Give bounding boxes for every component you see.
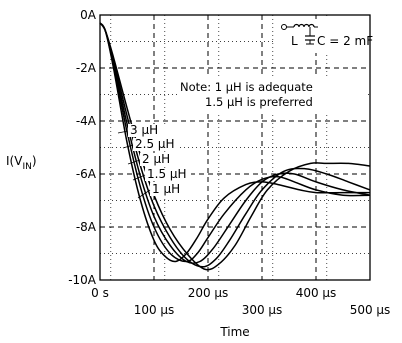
- y-tick-label: -2A: [76, 61, 97, 75]
- series-line: [99, 22, 371, 265]
- y-tick-label: -4A: [76, 114, 97, 128]
- series-group: [99, 22, 371, 271]
- x-tick-label: 100 μs: [134, 303, 175, 317]
- series-label: 1.5 μH: [147, 167, 187, 181]
- series-leader-line: [132, 174, 146, 181]
- x-tick-label: 300 μs: [242, 303, 283, 317]
- series-leader-line: [122, 144, 134, 149]
- series-leader-line: [137, 189, 151, 199]
- note-background: [178, 78, 368, 112]
- series-label-bg: [140, 153, 186, 166]
- note-line-1: Note: 1 μH is adequate: [180, 80, 313, 94]
- x-tick-label: 400 μs: [296, 286, 337, 300]
- inset-background: [274, 19, 369, 53]
- series-label: 2.5 μH: [135, 137, 175, 151]
- y-axis-title: I(VIN): [6, 154, 37, 172]
- x-tick-label: 0 s: [91, 286, 109, 300]
- y-tick-label: 0A: [80, 8, 97, 22]
- series-label-bg: [150, 183, 196, 196]
- x-tick-label: 500 μs: [350, 303, 391, 317]
- series-line: [99, 22, 370, 263]
- y-axis-title-main: I(V: [6, 154, 23, 168]
- x-tick-label: 200 μs: [188, 286, 229, 300]
- y-tick-label: -10A: [68, 273, 97, 287]
- series-leader-line: [127, 159, 141, 165]
- note-line-2: 1.5 μH is preferred: [205, 95, 313, 109]
- note-annotation: Note: 1 μH is adequate 1.5 μH is preferr…: [178, 78, 368, 112]
- series-label-bg: [133, 138, 179, 151]
- series-label-bg: [128, 124, 174, 137]
- series-line: [99, 22, 371, 271]
- series-label: 1 μH: [152, 182, 180, 196]
- x-axis-title: Time: [219, 325, 249, 339]
- y-axis-title-close: ): [32, 154, 37, 168]
- series-label-bg: [145, 168, 191, 181]
- series-label: 2 μH: [142, 152, 170, 166]
- capacitor-label: C = 2 mF: [317, 34, 373, 48]
- series-line: [99, 22, 371, 263]
- y-axis-title-sub: IN: [22, 162, 31, 172]
- inductor-label: L: [291, 34, 298, 48]
- series-labels: 1 μH1.5 μH2 μH2.5 μH3 μH: [117, 123, 196, 199]
- input-terminal-icon: [281, 24, 287, 30]
- y-tick-label: -6A: [76, 167, 97, 181]
- y-tick-label: -8A: [76, 220, 97, 234]
- inductor-icon: [293, 23, 315, 28]
- series-line: [99, 22, 371, 268]
- plot-frame: [99, 14, 371, 281]
- lc-filter-inset: L C = 2 mF: [274, 19, 373, 53]
- series-leader-line: [117, 130, 129, 134]
- series-label: 3 μH: [130, 123, 158, 137]
